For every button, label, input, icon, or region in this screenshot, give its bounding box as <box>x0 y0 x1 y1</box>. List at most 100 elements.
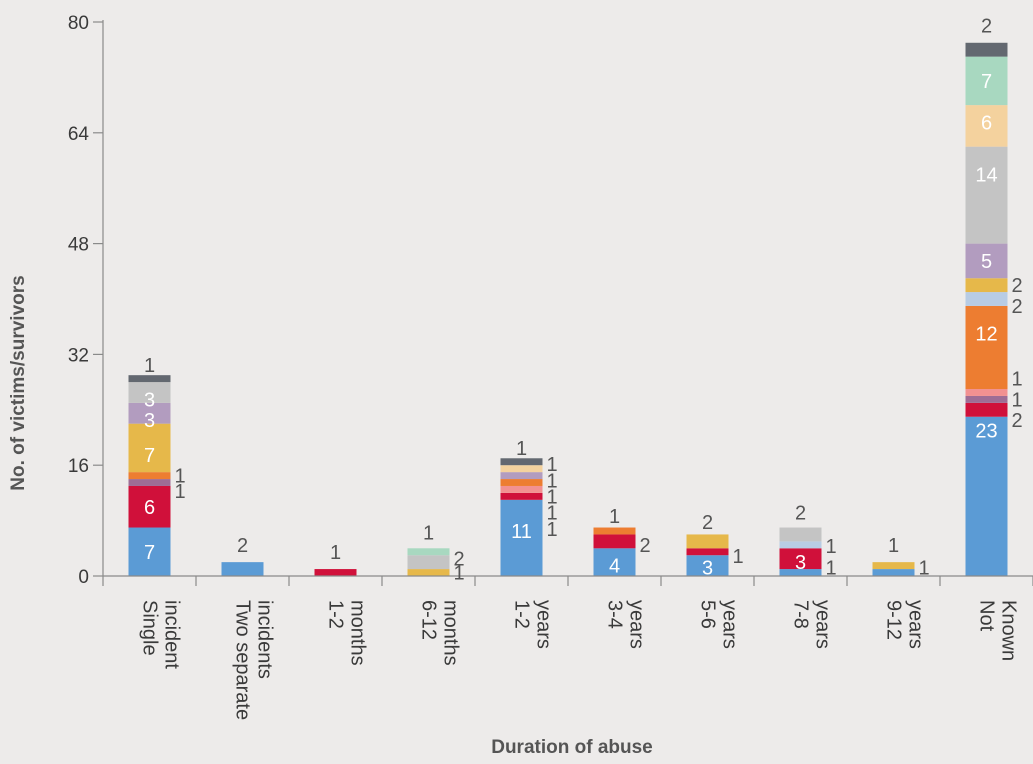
data-label: 1 <box>144 355 155 377</box>
x-tick-label: Single incident <box>139 600 183 669</box>
bar-segment <box>128 527 171 576</box>
data-label: 2 <box>1012 410 1023 432</box>
y-axis-title: No. of victims/survivors <box>8 275 29 490</box>
x-tick-label: Not Known <box>976 600 1020 661</box>
x-tick-label: 1-2 months <box>325 600 369 666</box>
bar-segment <box>500 479 543 486</box>
x-tick-label-line: 1-2 <box>511 600 533 629</box>
bar-segment <box>965 305 1008 390</box>
x-tick-label: 3-4 years <box>604 600 648 649</box>
x-tick-label-line: 1-2 <box>325 600 347 629</box>
bar-segment <box>779 548 822 570</box>
data-label: 2 <box>702 512 713 534</box>
x-tick-label-line: years <box>533 600 555 649</box>
bar-segment <box>779 569 822 576</box>
bar-segment <box>686 548 729 556</box>
data-label: 12 <box>975 324 997 346</box>
bar-segment <box>314 569 357 576</box>
x-tick-label: 7-8 years <box>790 600 834 649</box>
y-tick-label: 32 <box>68 345 89 366</box>
x-tick-label-line: Known <box>998 600 1020 661</box>
data-label: 2 <box>981 15 992 37</box>
bar-segment <box>872 569 915 576</box>
x-tick-label: 9-12 years <box>883 600 927 649</box>
x-tick-label-line: 9-12 <box>883 600 905 640</box>
y-axis: 0 16 32 48 64 80 <box>68 13 104 588</box>
bar-segment <box>965 402 1008 417</box>
x-tick-label-line: incidents <box>254 600 276 679</box>
data-label: 1 <box>175 481 186 503</box>
bar-segment <box>686 534 729 549</box>
data-label: 1 <box>826 536 837 558</box>
bar-segment <box>593 527 636 535</box>
y-tick-label: 16 <box>68 456 89 477</box>
bar-segment <box>965 389 1008 396</box>
bar-segment <box>128 472 171 480</box>
y-tick-label: 48 <box>68 235 89 256</box>
data-label: 3 <box>702 558 713 580</box>
bar-segment <box>686 555 729 576</box>
x-tick-label-line: years <box>626 600 648 649</box>
bar-segment <box>965 278 1008 293</box>
data-label: 1 <box>826 558 837 580</box>
data-label: 1 <box>423 522 434 544</box>
bar-segments <box>128 42 1008 576</box>
data-label: 3 <box>144 389 155 411</box>
data-label: 6 <box>981 112 992 134</box>
bar-segment <box>593 534 636 549</box>
data-label: 1 <box>516 438 527 460</box>
data-label: 3 <box>144 410 155 432</box>
bar-segment <box>593 548 636 576</box>
x-tick-label-line: years <box>905 600 927 649</box>
bar-segment <box>965 42 1008 57</box>
data-label: 1 <box>919 558 930 580</box>
x-axis-title: Duration of abuse <box>491 737 653 758</box>
x-tick-label-line: incident <box>161 600 183 669</box>
bar-segment <box>500 458 543 466</box>
data-label: 6 <box>144 497 155 519</box>
x-tick-label-line: years <box>812 600 834 649</box>
data-label: 7 <box>144 542 155 564</box>
x-tick-label-line: months <box>440 600 462 666</box>
data-label: 4 <box>609 556 620 578</box>
bar-segment <box>128 375 171 383</box>
x-tick-label: 1-2 years <box>511 600 555 649</box>
data-label: 1 <box>888 535 899 557</box>
bar-segment <box>128 402 171 424</box>
data-label: 2 <box>795 502 806 524</box>
bar-segment <box>779 527 822 542</box>
x-tick-label: 5-6 years <box>697 600 741 649</box>
bar-segment <box>965 416 1008 576</box>
data-label: 7 <box>981 71 992 93</box>
data-label: 1 <box>733 546 744 568</box>
data-label: 2 <box>640 535 651 557</box>
bar-segment <box>965 395 1008 403</box>
y-tick-label: 0 <box>78 567 89 588</box>
data-label: 1 <box>1012 389 1023 411</box>
bar-segment <box>500 492 543 500</box>
bar-segment <box>500 499 543 576</box>
data-label: 2 <box>1012 275 1023 297</box>
data-label: 1 <box>454 563 465 585</box>
bar-segment <box>221 562 264 576</box>
bar-segment <box>965 243 1008 279</box>
x-tick-label-line: 3-4 <box>604 600 626 629</box>
x-tick-label-line: months <box>347 600 369 666</box>
data-label: 23 <box>975 421 997 443</box>
x-axis: Single incident Two separate incidents 1-2 mo… <box>102 575 1033 720</box>
bar-segment <box>500 465 543 473</box>
x-tick-label-line: 5-6 <box>697 600 719 629</box>
data-label: 1 <box>330 542 341 564</box>
data-label: 3 <box>795 552 806 574</box>
bar-segment <box>128 382 171 403</box>
bar-segment <box>500 485 543 493</box>
bar-segment <box>965 146 1008 244</box>
data-label: 1 <box>1012 369 1023 391</box>
x-tick-label: Two separate incidents <box>232 600 276 720</box>
bar-segment <box>128 423 171 473</box>
data-label: 11 <box>511 521 532 543</box>
x-tick-label-line: Single <box>139 600 161 656</box>
bar-segment <box>872 562 915 570</box>
bar-segment <box>128 479 171 486</box>
